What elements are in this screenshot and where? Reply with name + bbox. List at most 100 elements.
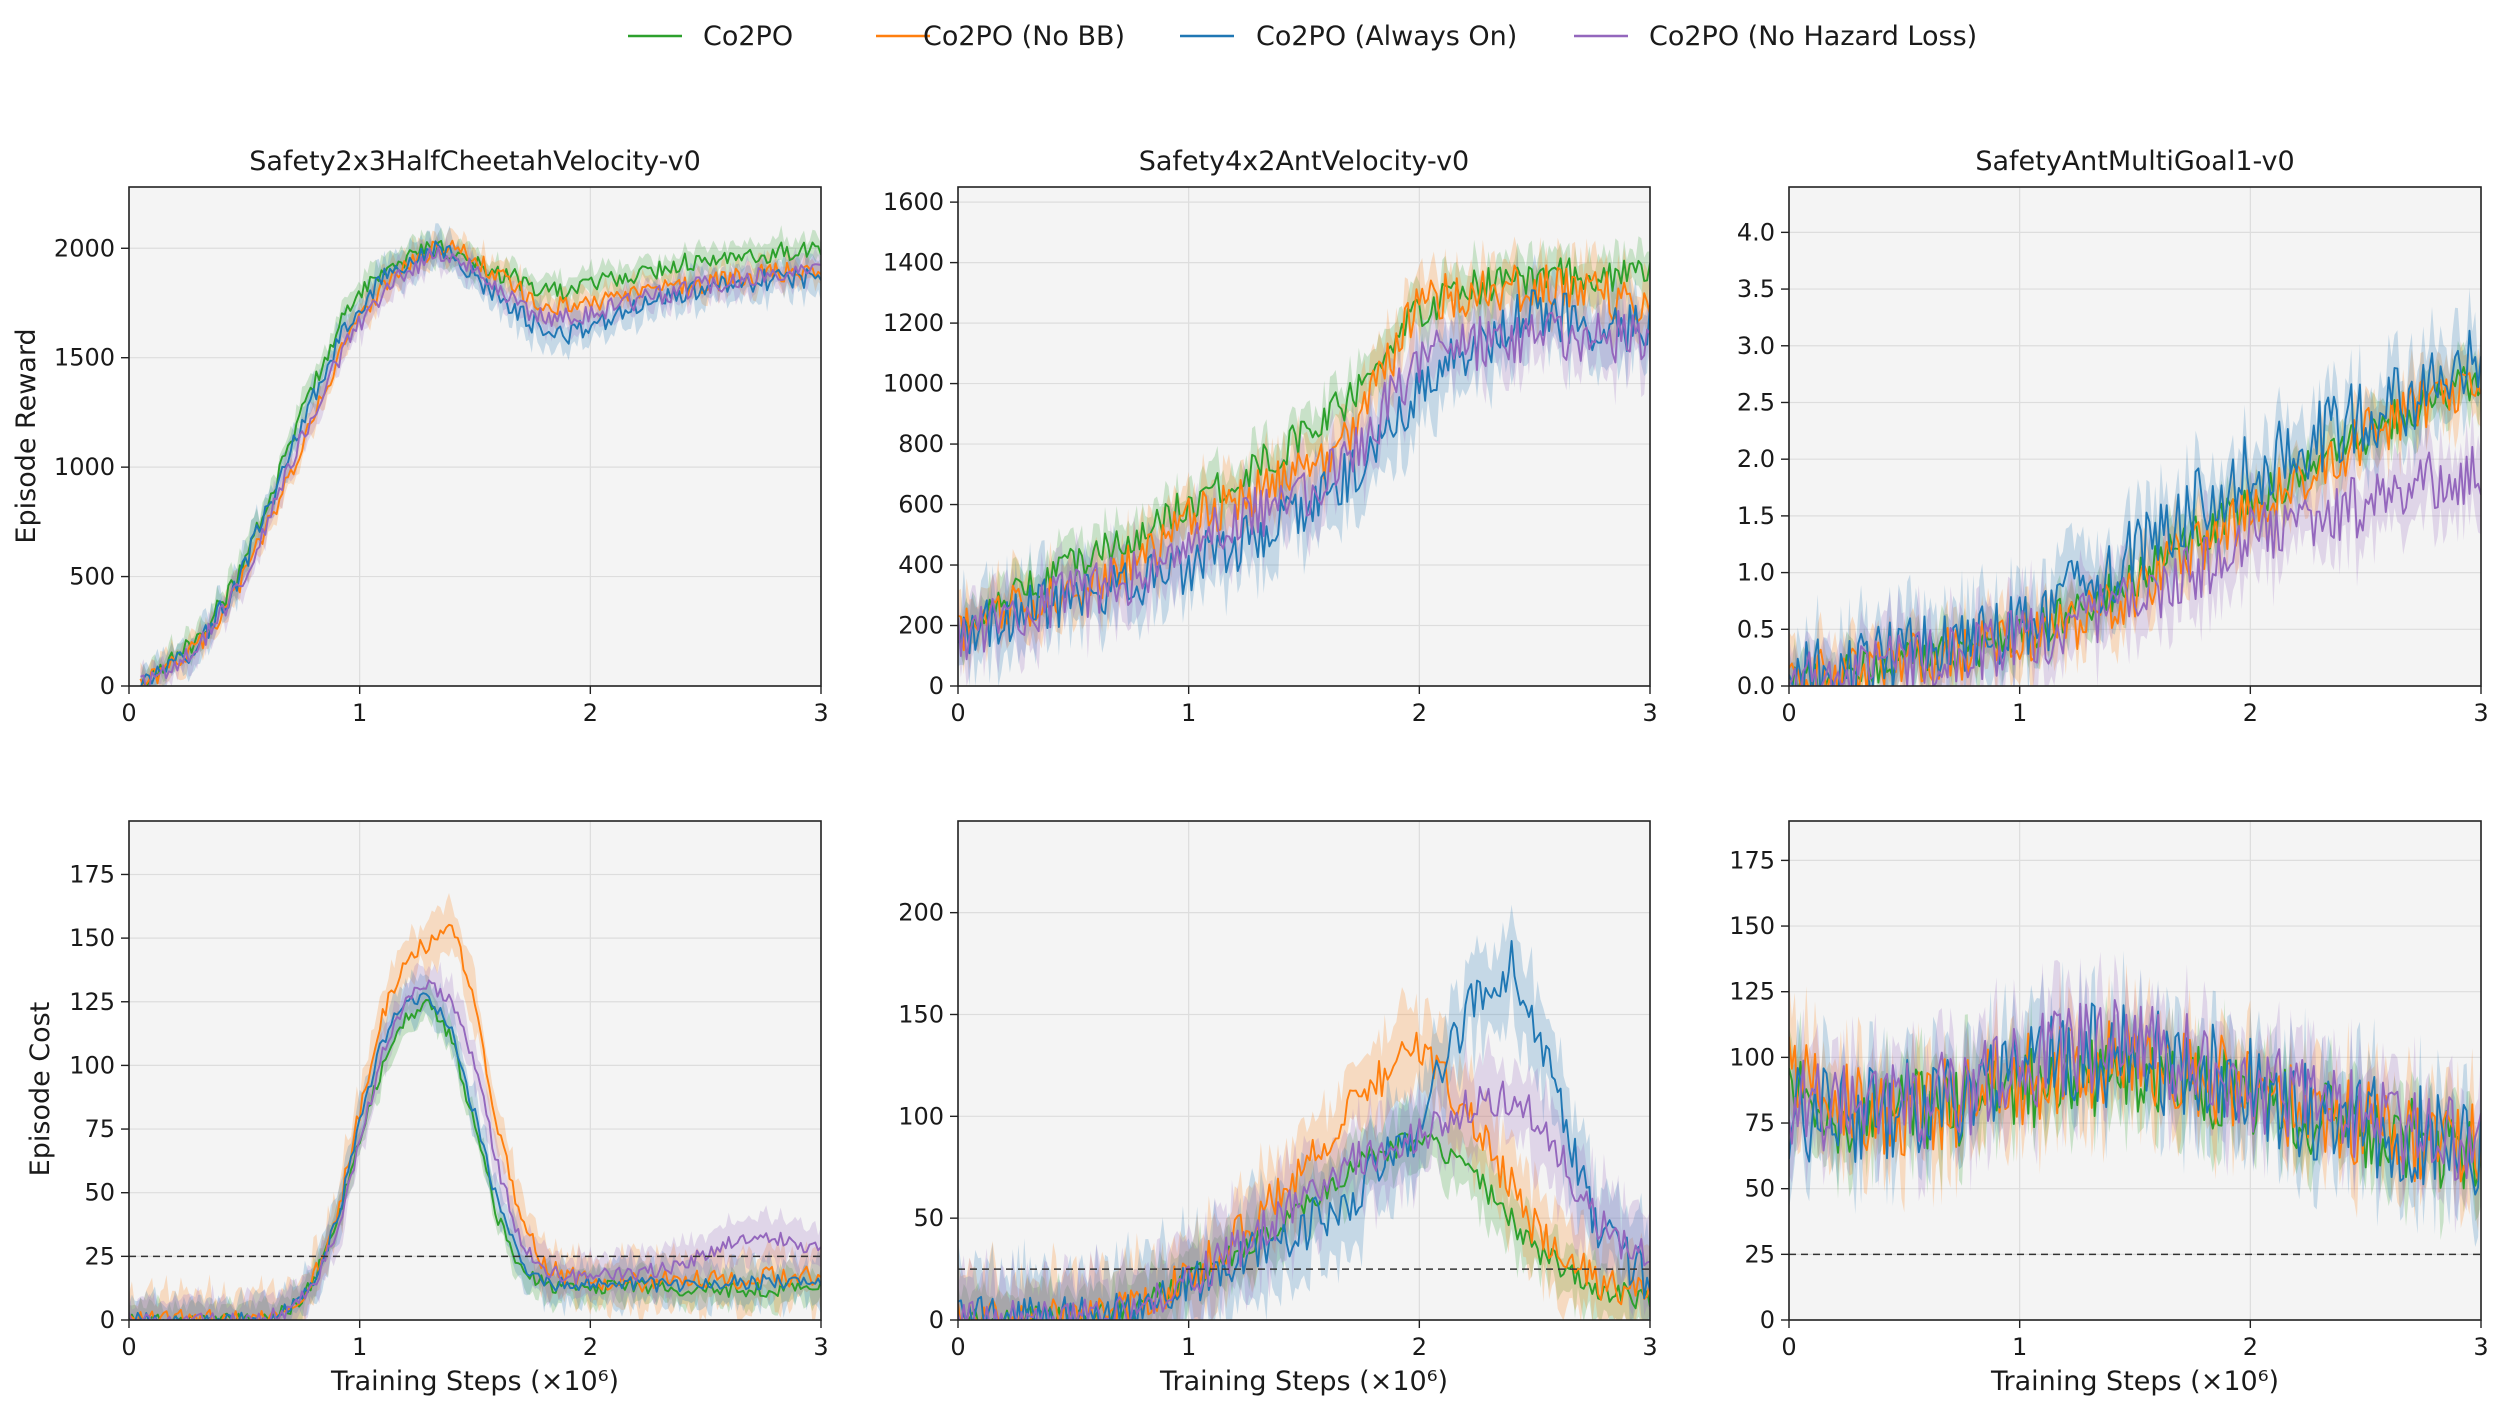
series-layer: [958, 236, 1650, 686]
series-line-co2po-always-on: [131, 992, 821, 1320]
series-line-co2po-always-on: [958, 939, 1650, 1320]
y-tick-label: 150: [1729, 912, 1775, 940]
y-tick-label: 200: [898, 612, 944, 640]
x-axis-label: Training Steps (×10⁶): [330, 1366, 619, 1397]
x-tick-label: 1: [2012, 699, 2027, 727]
series-line-co2po-no-hazard-loss: [958, 1080, 1650, 1320]
y-tick-label: 0: [1760, 1306, 1775, 1334]
panel-halfcheetah-cost: 0 1 2 3 0 25 50 75 100 125 150 175 Training Steps (×…: [69, 820, 829, 1397]
x-axis-label: Training Steps (×10⁶): [1990, 1366, 2279, 1397]
series-band-co2po-no-hazard-loss: [140, 231, 821, 686]
y-tick-label: 4.0: [1737, 218, 1775, 246]
y-tick-label: 50: [84, 1179, 115, 1207]
legend: Co2PO Co2PO (No BB) Co2PO (Always On) Co…: [628, 21, 1977, 52]
series-line-co2po-no-hazard-loss: [958, 310, 1650, 661]
x-axis-label: Training Steps (×10⁶): [1159, 1366, 1448, 1397]
y-tick-label: 0: [929, 672, 944, 700]
series-band-co2po-always-on: [1789, 287, 2481, 686]
plot-frame: [1788, 186, 2482, 687]
x-tick-label: 3: [813, 699, 828, 727]
y-tick-label: 50: [1744, 1175, 1775, 1203]
y-tick-label: 75: [84, 1115, 115, 1143]
x-tick-label: 2: [583, 1333, 598, 1361]
legend-entry-co2po: Co2PO: [628, 21, 793, 52]
y-tick-label: 2.5: [1737, 388, 1775, 416]
plot-area: [958, 187, 1650, 686]
y-tick-label: 0.5: [1737, 615, 1775, 643]
x-tick-label: 1: [352, 699, 367, 727]
panel-ant-multigoal-cost: 0 1 2 3 0 25 50 75 100 125 150 175 Training Steps (×…: [1729, 820, 2489, 1397]
series-band-co2po-no-hazard-loss: [1789, 951, 2481, 1234]
panel-title: Safety4x2AntVelocity-v0: [1139, 146, 1470, 177]
series-layer: [1789, 287, 2481, 686]
y-tick-label: 1.0: [1737, 559, 1775, 587]
x-tick-label: 1: [1181, 1333, 1196, 1361]
legend-label-no-bb: Co2PO (No BB): [923, 21, 1125, 52]
x-tick-label: 2: [2243, 1333, 2258, 1361]
y-tick-label: 2000: [54, 234, 115, 262]
x-tick-label: 2: [583, 699, 598, 727]
panel-halfcheetah-reward: 0 1 2 3 0 500 1000 1500 2000 Safety2x3HalfCheetah…: [54, 146, 829, 727]
plot-frame: [957, 186, 1651, 687]
y-tick-label: 175: [69, 860, 115, 888]
series-band-co2po-always-on: [958, 904, 1650, 1320]
x-tick-label: 1: [352, 1333, 367, 1361]
y-tick-label: 0: [100, 1306, 115, 1334]
series-line-co2po-no-hazard-loss: [1789, 998, 2481, 1181]
series-line-co2po-always-on: [1789, 1002, 2481, 1196]
y-tick-label: 1400: [883, 249, 944, 277]
legend-label-no-hazard-loss: Co2PO (No Hazard Loss): [1649, 21, 1977, 52]
series-band-co2po-always-on: [140, 223, 821, 686]
y-tick-label: 100: [898, 1102, 944, 1130]
legend-label-always-on: Co2PO (Always On): [1256, 21, 1517, 52]
x-tick-label: 3: [2473, 1333, 2488, 1361]
row-label-episode-cost: Episode Cost: [25, 1002, 56, 1177]
y-tick-label: 175: [1729, 846, 1775, 874]
series-band-co2po-no-bb: [958, 236, 1650, 675]
series-band-co2po: [958, 236, 1650, 666]
x-tick-label: 0: [1781, 1333, 1796, 1361]
x-tick-label: 3: [2473, 699, 2488, 727]
legend-entry-no-hazard-loss: Co2PO (No Hazard Loss): [1574, 21, 1977, 52]
plot-area: [958, 821, 1650, 1320]
x-tick-label: 3: [813, 1333, 828, 1361]
y-tick-label: 400: [898, 551, 944, 579]
y-tick-label: 1500: [54, 344, 115, 372]
series-band-co2po: [140, 225, 821, 686]
row-label-episode-reward: Episode Reward: [11, 328, 42, 543]
x-tick-label: 2: [2243, 699, 2258, 727]
series-band-co2po-no-hazard-loss: [958, 1033, 1650, 1320]
y-tick-label: 150: [69, 924, 115, 952]
panel-ant-multigoal-reward: 0 1 2 3 0.0 0.5 1.0 1.5 2.0 2.5 3.0 3.5 4.0 SafetyAnt…: [1737, 146, 2489, 727]
series-layer: [139, 223, 821, 686]
y-tick-label: 3.5: [1737, 275, 1775, 303]
x-tick-label: 0: [950, 1333, 965, 1361]
y-tick-label: 1000: [883, 370, 944, 398]
y-tick-label: 125: [1729, 978, 1775, 1006]
x-tick-label: 2: [1412, 1333, 1427, 1361]
y-tick-label: 2.0: [1737, 445, 1775, 473]
series-band-co2po-no-bb: [1789, 963, 2481, 1232]
x-tick-label: 0: [950, 699, 965, 727]
x-tick-label: 1: [2012, 1333, 2027, 1361]
series-line-co2po: [129, 999, 821, 1320]
y-tick-label: 75: [1744, 1109, 1775, 1137]
series-layer: [958, 904, 1650, 1320]
y-tick-label: 100: [69, 1051, 115, 1079]
series-band-co2po-always-on: [129, 969, 821, 1320]
series-line-co2po-always-on: [958, 289, 1650, 655]
x-tick-label: 0: [121, 699, 136, 727]
legend-label-co2po: Co2PO: [703, 21, 793, 52]
series-line-co2po-no-bb: [139, 239, 821, 686]
series-band-co2po-no-bb: [958, 987, 1650, 1320]
series-line-co2po-no-hazard-loss: [140, 245, 821, 686]
plot-frame: [128, 186, 822, 687]
series-line-co2po-no-hazard-loss: [1789, 445, 2481, 686]
y-tick-label: 3.0: [1737, 332, 1775, 360]
panel-ant-velocity-cost: 0 1 2 3 0 50 100 150 200 Training Steps (×10⁶): [898, 820, 1658, 1397]
x-tick-label: 2: [1412, 699, 1427, 727]
plot-frame: [128, 820, 822, 1321]
y-tick-label: 0: [100, 672, 115, 700]
series-line-co2po-no-hazard-loss: [129, 979, 821, 1320]
y-tick-label: 0: [929, 1306, 944, 1334]
